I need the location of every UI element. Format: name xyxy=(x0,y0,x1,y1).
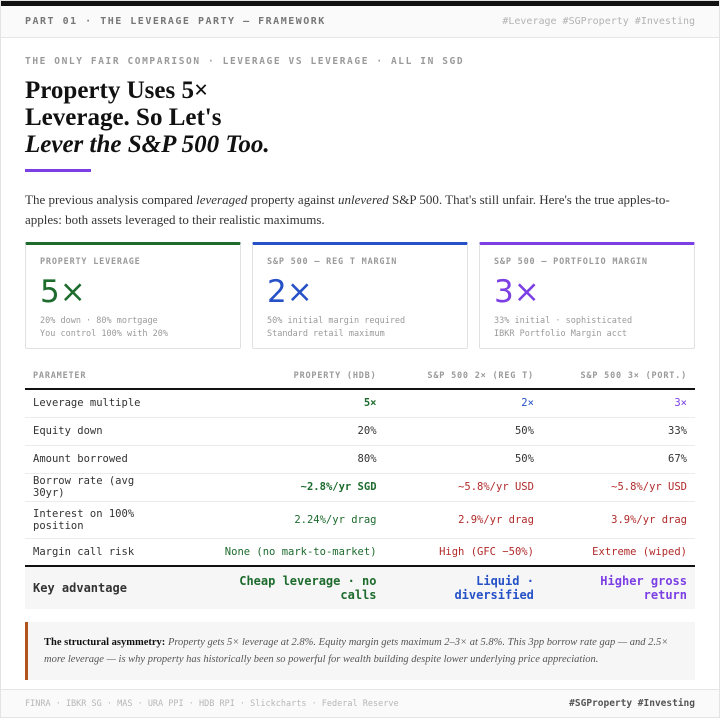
column-header: S&P 500 3× (PORT.) xyxy=(541,363,695,390)
title-line-1: Property Uses 5× xyxy=(25,77,209,104)
card-label: S&P 500 — REG T MARGIN xyxy=(267,257,398,267)
table-cell: 2.24%/yr drag xyxy=(175,501,385,539)
table-cell: 80% xyxy=(175,445,385,474)
column-header: PROPERTY (HDB) xyxy=(175,363,385,390)
table-row: Interest on 100% position 2.24%/yr drag … xyxy=(25,501,695,539)
page-title: Property Uses 5× Leverage. So Let's Leve… xyxy=(25,77,695,158)
header-bar: PART 01 · THE LEVERAGE PARTY — FRAMEWORK… xyxy=(1,6,719,38)
card-property: PROPERTY LEVERAGE 5× 20% down · 80% mort… xyxy=(25,242,241,349)
table-row: Amount borrowed 80% 50% 67% xyxy=(25,445,695,474)
table-cell: 50% xyxy=(384,417,542,446)
card-note-line-2: You control 100% with 20% xyxy=(40,328,168,339)
structural-asymmetry-callout: The structural asymmetry: Property gets … xyxy=(25,622,695,680)
title-line-3: Lever the S&P 500 Too. xyxy=(25,131,270,158)
table-cell: None (no mark-to-market) xyxy=(175,538,385,567)
intro-text-3: S&P 500. That's still unfair. Here's the… xyxy=(25,192,670,227)
table-cell: 3× xyxy=(541,389,695,418)
key-advantage-reg-t: Liquid · diversified xyxy=(454,574,534,602)
footer-hashtags: #SGProperty #Investing xyxy=(569,698,695,709)
table-cell: 5× xyxy=(175,389,385,418)
key-advantage-portfolio: Higher gross return xyxy=(600,574,687,602)
leverage-cards: PROPERTY LEVERAGE 5× 20% down · 80% mort… xyxy=(25,242,695,349)
card-sp500-portfolio: S&P 500 — PORTFOLIO MARGIN 3× 33% initia… xyxy=(479,242,695,349)
table-cell: High (GFC −50%) xyxy=(384,538,542,567)
row-label: Leverage multiple xyxy=(25,389,175,418)
main-content: THE ONLY FAIR COMPARISON · LEVERAGE VS L… xyxy=(1,56,719,680)
intro-text-2: property against xyxy=(247,192,339,207)
row-label: Amount borrowed xyxy=(25,445,175,474)
table-cell: 20% xyxy=(175,417,385,446)
comparison-table: PARAMETER PROPERTY (HDB) S&P 500 2× (REG… xyxy=(25,363,695,609)
table-cell: ~2.8%/yr SGD xyxy=(175,473,385,502)
table-cell: ~5.8%/yr USD xyxy=(384,473,542,502)
table-cell: 2× xyxy=(384,389,542,418)
table-cell: 67% xyxy=(541,445,695,474)
row-label: Borrow rate (avg 30yr) xyxy=(25,473,175,502)
intro-emphasis-2: unlevered xyxy=(338,192,389,207)
card-note: 50% initial margin required Standard reta… xyxy=(267,315,453,340)
card-value: 5× xyxy=(40,274,86,310)
title-underline xyxy=(25,169,91,172)
key-advantage-property: Cheap leverage · no calls xyxy=(239,574,377,602)
card-note: 20% down · 80% mortgage You control 100% … xyxy=(40,315,226,340)
table-header-row: PARAMETER PROPERTY (HDB) S&P 500 2× (REG… xyxy=(25,363,695,390)
card-note-line-2: IBKR Portfolio Margin acct xyxy=(494,328,628,339)
callout-heading: The structural asymmetry: xyxy=(44,637,166,648)
section-label: PART 01 · THE LEVERAGE PARTY — FRAMEWORK xyxy=(25,16,326,27)
title-line-2: Leverage. So Let's xyxy=(25,104,222,131)
card-note-line-2: Standard retail maximum xyxy=(267,328,385,339)
table-cell: 2.9%/yr drag xyxy=(384,501,542,539)
key-advantage-row: Key advantage Cheap leverage · no calls … xyxy=(25,566,695,609)
hashtags: #Leverage #SGProperty #Investing xyxy=(502,16,695,27)
top-accent-bar xyxy=(1,1,719,6)
table-row: Margin call risk None (no mark-to-market… xyxy=(25,538,695,567)
table-cell: Cheap leverage · no calls xyxy=(175,566,385,609)
card-sp500-reg-t: S&P 500 — REG T MARGIN 2× 50% initial ma… xyxy=(252,242,468,349)
intro-text-1: The previous analysis compared xyxy=(25,192,197,207)
intro-emphasis-1: leveraged xyxy=(196,192,248,207)
kicker: THE ONLY FAIR COMPARISON · LEVERAGE VS L… xyxy=(25,56,465,67)
callout-text: Property gets 5× leverage at 2.8%. Equit… xyxy=(44,637,669,665)
card-label: PROPERTY LEVERAGE xyxy=(40,257,141,267)
column-header: PARAMETER xyxy=(25,363,175,390)
footer-bar: FINRA · IBKR SG · MAS · URA PPI · HDB RP… xyxy=(1,689,719,717)
table-row: Equity down 20% 50% 33% xyxy=(25,417,695,446)
table-cell: Extreme (wiped) xyxy=(541,538,695,567)
card-label: S&P 500 — PORTFOLIO MARGIN xyxy=(494,257,648,267)
card-note-line-1: 33% initial · sophisticated xyxy=(494,316,633,326)
table-cell: Liquid · diversified xyxy=(384,566,542,609)
column-header: S&P 500 2× (REG T) xyxy=(384,363,542,390)
table-row: Leverage multiple 5× 2× 3× xyxy=(25,389,695,418)
table-cell: Higher gross return xyxy=(541,566,695,609)
sources: FINRA · IBKR SG · MAS · URA PPI · HDB RP… xyxy=(25,698,399,709)
card-note: 33% initial · sophisticated IBKR Portfoli… xyxy=(494,315,680,340)
row-label: Margin call risk xyxy=(25,538,175,567)
intro-paragraph: The previous analysis compared leveraged… xyxy=(25,190,695,230)
card-value: 2× xyxy=(267,274,313,310)
card-note-line-1: 50% initial margin required xyxy=(267,316,406,326)
row-label: Interest on 100% position xyxy=(25,501,175,539)
table-cell: 3.9%/yr drag xyxy=(541,501,695,539)
card-note-line-1: 20% down · 80% mortgage xyxy=(40,316,158,326)
table-cell: 50% xyxy=(384,445,542,474)
card-value: 3× xyxy=(494,274,540,310)
row-label: Equity down xyxy=(25,417,175,446)
table-row: Borrow rate (avg 30yr) ~2.8%/yr SGD ~5.8… xyxy=(25,473,695,502)
table-cell: ~5.8%/yr USD xyxy=(541,473,695,502)
row-label: Key advantage xyxy=(25,566,175,609)
table-cell: 33% xyxy=(541,417,695,446)
